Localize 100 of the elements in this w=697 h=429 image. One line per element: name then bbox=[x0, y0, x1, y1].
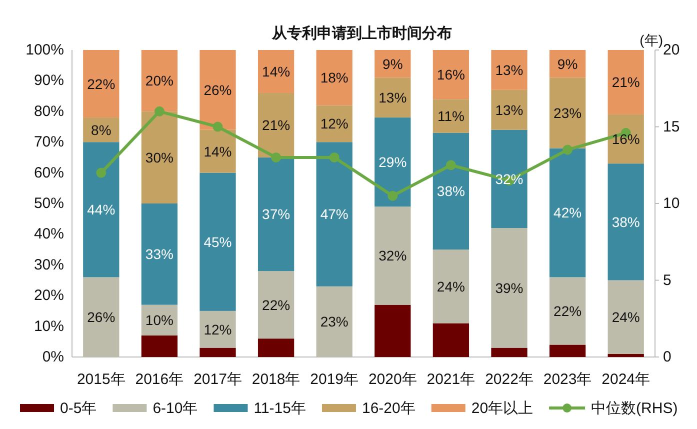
data-label: 12% bbox=[320, 116, 348, 132]
data-label: 32% bbox=[378, 248, 407, 264]
data-label: 24% bbox=[436, 278, 465, 294]
bar bbox=[491, 90, 528, 130]
bar bbox=[608, 50, 644, 114]
bar bbox=[141, 50, 178, 112]
y-tick-label: 40% bbox=[34, 226, 64, 243]
data-label: 24% bbox=[612, 309, 640, 326]
legend-label: 20年以上 bbox=[471, 400, 534, 417]
data-label: 47% bbox=[320, 206, 348, 222]
point bbox=[446, 160, 456, 170]
x-tick-label: 2019年 bbox=[310, 371, 359, 388]
bar bbox=[549, 148, 586, 278]
data-label: 22% bbox=[87, 76, 116, 92]
data-label: 38% bbox=[612, 214, 640, 230]
data-label: 9% bbox=[557, 56, 578, 72]
bar bbox=[374, 206, 411, 305]
data-label: 13% bbox=[495, 102, 524, 118]
data-label: 8% bbox=[91, 122, 112, 138]
bar bbox=[432, 323, 470, 357]
data-label: 18% bbox=[320, 70, 348, 86]
bar bbox=[83, 142, 120, 278]
bar bbox=[258, 157, 294, 272]
data-label: 23% bbox=[554, 104, 582, 121]
data-label: 45% bbox=[204, 234, 232, 250]
x-tick-label: 2015年 bbox=[76, 371, 126, 388]
bar bbox=[83, 277, 120, 357]
data-label: 44% bbox=[87, 202, 116, 218]
y-tick-label: 30% bbox=[34, 256, 64, 274]
y-tick-label: 0% bbox=[42, 348, 64, 366]
y2-tick-label: 20 bbox=[663, 42, 680, 58]
y-tick-label: 70% bbox=[34, 134, 64, 151]
data-label: 21% bbox=[612, 74, 640, 90]
data-label: 22% bbox=[554, 302, 582, 319]
legend-label: 0-5年 bbox=[60, 400, 97, 417]
legend-label: 16-20年 bbox=[362, 400, 416, 417]
x-tick-label: 2020年 bbox=[368, 371, 417, 388]
bar bbox=[608, 354, 644, 357]
data-label: 14% bbox=[204, 143, 232, 160]
bar bbox=[432, 132, 470, 250]
bar bbox=[374, 304, 411, 357]
point bbox=[329, 152, 340, 162]
bar bbox=[258, 338, 294, 357]
bar bbox=[200, 50, 236, 130]
y-tick-label: 10% bbox=[34, 318, 64, 335]
data-label: 12% bbox=[204, 321, 232, 338]
data-label: 37% bbox=[262, 206, 290, 222]
data-label: 33% bbox=[145, 246, 174, 262]
x-tick-label: 2022年 bbox=[485, 371, 534, 388]
bar bbox=[432, 250, 470, 324]
bar bbox=[200, 310, 236, 348]
bar bbox=[258, 50, 294, 93]
point bbox=[562, 144, 573, 155]
bar bbox=[83, 50, 120, 118]
data-label: 29% bbox=[378, 154, 407, 170]
bar bbox=[432, 50, 470, 100]
x-tick-label: 2017年 bbox=[194, 371, 242, 388]
legend-label: 6-10年 bbox=[152, 400, 198, 417]
data-label: 16% bbox=[436, 66, 465, 83]
point bbox=[96, 168, 106, 178]
data-label: 20% bbox=[145, 72, 174, 89]
data-label: 26% bbox=[204, 82, 232, 98]
data-label: 38% bbox=[436, 183, 465, 200]
bar bbox=[316, 105, 352, 142]
y2-tick-label: 0 bbox=[663, 348, 672, 366]
y-tick-label: 100% bbox=[26, 42, 64, 58]
chart-title: 从专利申请到上市时间分布 bbox=[271, 24, 452, 42]
legend-label: 中位数(RHS) bbox=[591, 400, 678, 417]
bar bbox=[549, 277, 586, 345]
data-label: 16% bbox=[612, 131, 640, 148]
bar bbox=[608, 114, 644, 164]
bar bbox=[374, 78, 411, 118]
bar bbox=[141, 336, 178, 357]
data-label: 10% bbox=[145, 312, 174, 328]
bar bbox=[200, 348, 236, 357]
data-label: 14% bbox=[262, 63, 290, 80]
data-label: 26% bbox=[87, 309, 116, 326]
bar bbox=[608, 164, 644, 280]
bar bbox=[316, 142, 352, 286]
bar bbox=[491, 348, 528, 357]
bar bbox=[432, 99, 470, 133]
y2-axis-title: (年) bbox=[640, 32, 663, 48]
bar bbox=[200, 172, 236, 311]
data-label: 42% bbox=[554, 204, 582, 221]
y-tick-label: 20% bbox=[34, 287, 64, 304]
y-tick-label: 50% bbox=[34, 195, 64, 212]
x-tick-label: 2024年 bbox=[602, 371, 650, 388]
data-label: 11% bbox=[437, 108, 464, 124]
bar bbox=[549, 78, 586, 148]
data-label: 23% bbox=[320, 314, 348, 330]
bar bbox=[608, 280, 644, 354]
bar bbox=[316, 286, 352, 357]
point bbox=[154, 106, 164, 116]
data-label: 13% bbox=[378, 90, 407, 106]
bar bbox=[316, 50, 352, 106]
point bbox=[271, 152, 282, 162]
y-tick-label: 80% bbox=[34, 102, 64, 120]
bar bbox=[491, 228, 528, 348]
data-label: 13% bbox=[495, 62, 524, 78]
y-tick-label: 90% bbox=[34, 72, 64, 90]
